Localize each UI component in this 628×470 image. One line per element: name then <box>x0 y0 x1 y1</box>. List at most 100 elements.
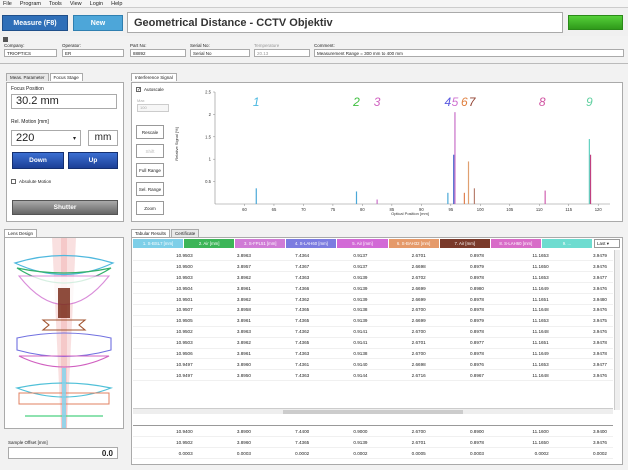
horizontal-scrollbar[interactable] <box>133 408 613 414</box>
tab-meas-parameter[interactable]: Meas. Parameter <box>6 73 49 81</box>
table-cell: 3.9476 <box>554 436 613 449</box>
menu-item-tools[interactable]: Tools <box>48 0 62 7</box>
table-row[interactable]: 10.9503 3.8963 7.4364 0.9137 2.6701 0.8978 11.… <box>133 250 613 262</box>
table-cell: 0.8978 <box>431 293 490 305</box>
column-header[interactable]: 4. S-LAH60 [mm] <box>286 239 338 248</box>
lens-element-4 <box>41 319 87 331</box>
menu-item-login[interactable]: Login <box>89 0 104 7</box>
x-tick-label: 105 <box>506 207 514 212</box>
table-cell: 0.8978 <box>431 250 490 262</box>
x-tick-label: 60 <box>242 207 247 212</box>
tab-tabular-results[interactable]: Tabular Results <box>131 229 171 237</box>
table-row[interactable]: 10.9502 3.8960 7.4365 0.9139 2.6701 0.8978 11.… <box>133 436 613 449</box>
vertical-scrollbar[interactable] <box>614 250 620 410</box>
peak-label: 7 <box>469 95 477 109</box>
scroll-thumb[interactable] <box>283 410 463 414</box>
column-header[interactable]: 2. Air [mm] <box>184 239 236 248</box>
table-cell: 2.6716 <box>373 369 432 382</box>
menu-item-help[interactable]: Help <box>111 0 123 7</box>
rescale-button[interactable]: Rescale <box>136 125 164 139</box>
zoom-button[interactable]: Zoom <box>136 201 164 215</box>
table-row[interactable]: 10.9504 3.8961 7.4366 0.9139 2.6699 0.8980 11.… <box>133 282 613 295</box>
aperture-block <box>58 288 70 318</box>
absolute-motion-checkbox[interactable] <box>11 179 16 184</box>
temperature-field: Temperature 20.13 <box>254 43 310 57</box>
table-row[interactable]: 10.9503 3.8962 7.4365 0.9141 2.6701 0.8977 11.… <box>133 337 613 349</box>
autoscale-checkbox[interactable]: ✓ <box>136 87 142 93</box>
table-cell: 0.8979 <box>431 260 490 273</box>
company-label: Company: <box>4 43 25 48</box>
table-cell: 2.6700 <box>373 304 432 316</box>
signal-panel <box>131 82 623 222</box>
table-cell: 3.9480 <box>554 293 613 305</box>
column-header[interactable]: 1. S-BSL7 [mm] <box>133 239 185 248</box>
table-row[interactable]: 10.9502 3.8963 7.4362 0.9141 2.6700 0.8978 11.… <box>133 326 613 338</box>
x-tick-label: 65 <box>272 207 277 212</box>
x-tick-label: 95 <box>448 207 453 212</box>
table-cell: 3.8962 <box>198 271 257 284</box>
results-select[interactable]: Last ▾ <box>594 239 620 248</box>
table-row[interactable]: 0.0003 0.0003 0.0002 0.0002 0.0005 0.0003 0.00… <box>133 447 613 460</box>
table-cell: 3.9477 <box>554 358 613 371</box>
table-row[interactable]: 10.9507 3.8958 7.4365 0.9138 2.6700 0.8978 11.… <box>133 304 613 316</box>
table-cell: 2.6701 <box>373 250 432 262</box>
table-cell: 0.0002 <box>490 447 555 460</box>
table-cell: 2.6702 <box>373 271 432 284</box>
unit-select[interactable]: mm <box>88 130 118 146</box>
table-cell: 3.8958 <box>198 304 257 316</box>
down-button[interactable]: Down <box>12 152 64 169</box>
collapse-icon[interactable] <box>3 37 8 42</box>
operator-input[interactable]: ER <box>62 49 124 57</box>
operator-label: Operator: <box>62 43 82 48</box>
table-cell: 11.1650 <box>490 436 555 449</box>
menu-item-program[interactable]: Program <box>19 0 41 7</box>
table-row[interactable]: 10.9503 3.8962 7.4363 0.9139 2.6702 0.8978 11.… <box>133 271 613 284</box>
measure-button[interactable]: Measure (F8) <box>2 15 68 31</box>
table-cell: 10.9503 <box>133 250 199 262</box>
column-header[interactable]: 6. S-BAH32 [mm] <box>388 239 440 248</box>
column-header[interactable]: 7. Air [mm] <box>439 239 491 248</box>
table-row[interactable]: 10.9497 3.8950 7.4363 0.9144 2.6716 0.8967 11.… <box>133 369 613 382</box>
table-cell: 10.9505 <box>133 315 199 327</box>
dropdown-arrow-icon[interactable]: ▾ <box>73 136 77 142</box>
column-header[interactable]: 9. ... <box>541 239 593 248</box>
table-cell: 10.9400 <box>133 426 199 438</box>
new-button[interactable]: New <box>73 15 123 31</box>
table-cell: 3.9475 <box>554 315 613 327</box>
shutter-button[interactable]: Shutter <box>12 200 118 215</box>
table-row[interactable]: 10.9497 3.8960 7.4361 0.9140 2.6698 0.8976 11.… <box>133 358 613 371</box>
tab-lens-design[interactable]: Lens Design <box>4 229 38 237</box>
comment-input[interactable]: Measurement Range = 300 mm to 400 mm <box>314 49 624 57</box>
part-input[interactable]: 88892 <box>130 49 186 57</box>
table-cell: 2.6698 <box>373 260 432 273</box>
menu-item-view[interactable]: View <box>69 0 82 7</box>
full-range-button[interactable]: Full Range <box>136 163 164 177</box>
lens-element-8 <box>18 392 110 405</box>
sel-range-button[interactable]: Sel. Range <box>136 182 164 196</box>
table-cell: 7.4362 <box>256 293 316 305</box>
column-header[interactable]: 5. Air [mm] <box>337 239 389 248</box>
menu-item-file[interactable]: File <box>3 0 12 7</box>
summary-table: 10.9400 3.8900 7.4400 0.9000 2.6700 0.8900 11.… <box>133 425 613 461</box>
absolute-motion-label: Absolute Motion <box>19 179 52 184</box>
tab-interference-signal[interactable]: Interference Signal <box>131 73 177 81</box>
tab-focus-stage[interactable]: Focus Stage <box>49 73 83 81</box>
table-row[interactable]: 10.9500 3.8957 7.4367 0.9137 2.6698 0.8979 11.… <box>133 260 613 273</box>
column-header[interactable]: 8. S-LAH60 [mm] <box>490 239 542 248</box>
peak-label: 3 <box>374 95 381 109</box>
table-row[interactable]: 10.9505 3.8961 7.4365 0.9139 2.6699 0.8979 11.… <box>133 315 613 327</box>
serial-input[interactable]: Serial No <box>190 49 250 57</box>
table-cell: 10.9500 <box>133 260 199 273</box>
table-row[interactable]: 10.9506 3.8961 7.4363 0.9138 2.6700 0.8978 11.… <box>133 348 613 360</box>
table-row[interactable]: 10.9501 3.8962 7.4362 0.9139 2.6699 0.8978 11.… <box>133 293 613 305</box>
up-button[interactable]: Up <box>68 152 118 169</box>
company-input[interactable]: TRIOPTICS <box>4 49 57 57</box>
max-label: Max <box>137 98 145 103</box>
column-header[interactable]: 3. S-FPL51 [mm] <box>235 239 287 248</box>
lens-tabs: Lens Design <box>4 229 38 237</box>
tab-certificate[interactable]: Certificate <box>171 229 200 237</box>
rel-motion-input[interactable]: 220 <box>11 130 81 146</box>
table-cell: 0.0003 <box>431 447 490 460</box>
table-cell: 2.6698 <box>373 358 432 371</box>
table-row[interactable]: 10.9400 3.8900 7.4400 0.9000 2.6700 0.8900 11.… <box>133 426 613 438</box>
